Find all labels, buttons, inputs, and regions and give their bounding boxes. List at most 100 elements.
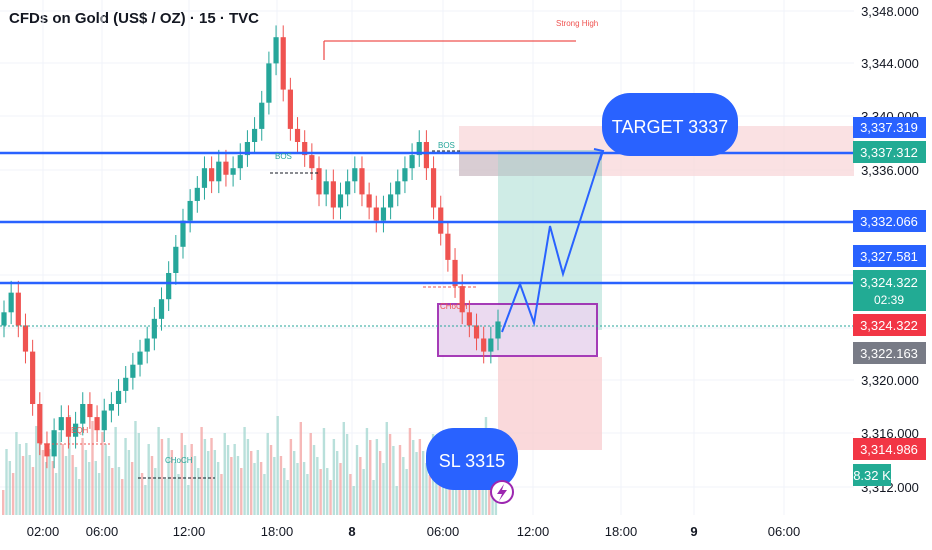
x-tick-5: 06:00 bbox=[427, 524, 460, 539]
badge-target-text: 3,337.312 bbox=[860, 145, 918, 160]
candle-52 bbox=[373, 207, 379, 221]
candle-42 bbox=[302, 142, 308, 156]
y-tick-3: 3,336.000 bbox=[861, 163, 919, 178]
target-bubble bbox=[602, 93, 738, 156]
volume-bar-76 bbox=[253, 463, 256, 515]
volume-bar-44 bbox=[147, 444, 150, 515]
volume-bar-127 bbox=[421, 451, 425, 515]
candle-27 bbox=[194, 187, 200, 201]
candle-49 bbox=[352, 168, 358, 182]
volume-bar-67 bbox=[223, 433, 226, 515]
volume-bar-102 bbox=[339, 463, 342, 515]
x-tick-3: 18:00 bbox=[261, 524, 294, 539]
volume-bar-119 bbox=[395, 486, 398, 515]
badge-countdown-text: 02:39 bbox=[874, 293, 904, 307]
volume-bar-27 bbox=[91, 421, 94, 515]
candle-51 bbox=[366, 194, 372, 208]
grid bbox=[0, 0, 854, 515]
candle-48 bbox=[345, 181, 351, 195]
volume-bar-11 bbox=[38, 438, 41, 515]
volume-bar-10 bbox=[35, 426, 38, 515]
volume-bar-88 bbox=[292, 451, 296, 515]
volume-bar-71 bbox=[236, 456, 240, 515]
candle-14 bbox=[101, 410, 107, 431]
volume-bar-29 bbox=[97, 473, 101, 515]
volume-bar-90 bbox=[299, 422, 302, 515]
volume-bar-100 bbox=[332, 439, 336, 515]
volume-bar-80 bbox=[266, 433, 269, 515]
volume-bar-74 bbox=[246, 439, 250, 515]
candle-36 bbox=[259, 102, 265, 129]
badge-target-top bbox=[853, 117, 926, 138]
time-axis[interactable]: 02:00 06:00 12:00 18:00 8 06:00 12:00 18:00 9 06:… bbox=[27, 524, 801, 539]
volume-bar-48 bbox=[160, 439, 164, 515]
profit-zone bbox=[498, 150, 602, 330]
candle-9 bbox=[65, 417, 72, 437]
volume-bar-68 bbox=[226, 445, 230, 515]
candle-55 bbox=[395, 181, 401, 195]
volume-bar-8 bbox=[28, 455, 31, 515]
volume-bar-19 bbox=[64, 456, 68, 515]
candle-3 bbox=[22, 325, 29, 352]
candle-21 bbox=[151, 318, 157, 339]
candle-54 bbox=[388, 194, 394, 208]
badge-level-3 bbox=[853, 245, 926, 267]
volume-bar-6 bbox=[21, 456, 25, 515]
volume-bar-98 bbox=[326, 468, 329, 515]
candlesticks bbox=[1, 25, 501, 469]
candle-33 bbox=[237, 155, 243, 169]
volume-bar-59 bbox=[197, 468, 200, 515]
volume-bar-50 bbox=[167, 438, 170, 515]
volume-bar-84 bbox=[279, 456, 283, 515]
target-label: TARGET 3337 bbox=[612, 117, 728, 137]
volume-bar-120 bbox=[398, 445, 402, 515]
x-tick-0: 02:00 bbox=[27, 524, 60, 539]
volume-bar-89 bbox=[296, 463, 299, 515]
badge-last-price bbox=[853, 270, 926, 311]
volume-bar-14 bbox=[48, 449, 51, 515]
volume-bar-142 bbox=[471, 475, 474, 515]
volume-bar-69 bbox=[230, 457, 233, 515]
volume-bar-17 bbox=[58, 432, 61, 515]
candle-28 bbox=[201, 168, 208, 188]
badge-volume bbox=[853, 464, 891, 486]
price-badges: 3,337.319 3,337.312 3,332.066 3,327.581 … bbox=[853, 117, 926, 486]
candle-8 bbox=[58, 417, 64, 431]
volume-bar-99 bbox=[329, 480, 332, 515]
x-tick-6: 12:00 bbox=[517, 524, 550, 539]
badge-sell bbox=[853, 314, 926, 336]
volume-bar-107 bbox=[355, 445, 359, 515]
candle-4 bbox=[30, 351, 36, 404]
volume-bar-129 bbox=[428, 475, 431, 515]
volume-bar-112 bbox=[372, 480, 375, 515]
bos-label-1: BOS bbox=[275, 152, 292, 161]
candle-43 bbox=[309, 155, 315, 169]
volume-bar-95 bbox=[316, 457, 319, 515]
badge-level-3-text: 3,327.581 bbox=[860, 249, 918, 264]
volume-bar-43 bbox=[144, 485, 147, 515]
stop-bubble bbox=[426, 428, 518, 490]
volume-bar-24 bbox=[81, 438, 84, 515]
volume-bar-9 bbox=[31, 467, 35, 515]
volume-bar-56 bbox=[187, 485, 190, 515]
volume-bar-36 bbox=[121, 479, 124, 515]
volume-bar-77 bbox=[256, 450, 260, 515]
candle-56 bbox=[402, 168, 408, 182]
candle-58 bbox=[416, 142, 422, 156]
candle-7 bbox=[51, 430, 57, 457]
y-tick-0: 3,348.000 bbox=[861, 4, 919, 19]
badge-volume-text: 8.32 K bbox=[853, 468, 891, 483]
volume-bar-55 bbox=[183, 445, 187, 515]
candle-53 bbox=[380, 207, 387, 221]
choch-label-2: CHoCH bbox=[165, 456, 193, 465]
volume-bar-73 bbox=[243, 427, 246, 515]
candle-67 bbox=[481, 338, 487, 352]
volume-bar-62 bbox=[207, 451, 210, 515]
volume-bar-0 bbox=[2, 490, 5, 515]
candle-57 bbox=[409, 155, 415, 169]
volume-bar-26 bbox=[87, 462, 91, 515]
volume-bar-118 bbox=[392, 446, 395, 515]
candle-44 bbox=[316, 168, 322, 195]
candle-32 bbox=[230, 168, 236, 175]
candle-62 bbox=[445, 233, 451, 260]
